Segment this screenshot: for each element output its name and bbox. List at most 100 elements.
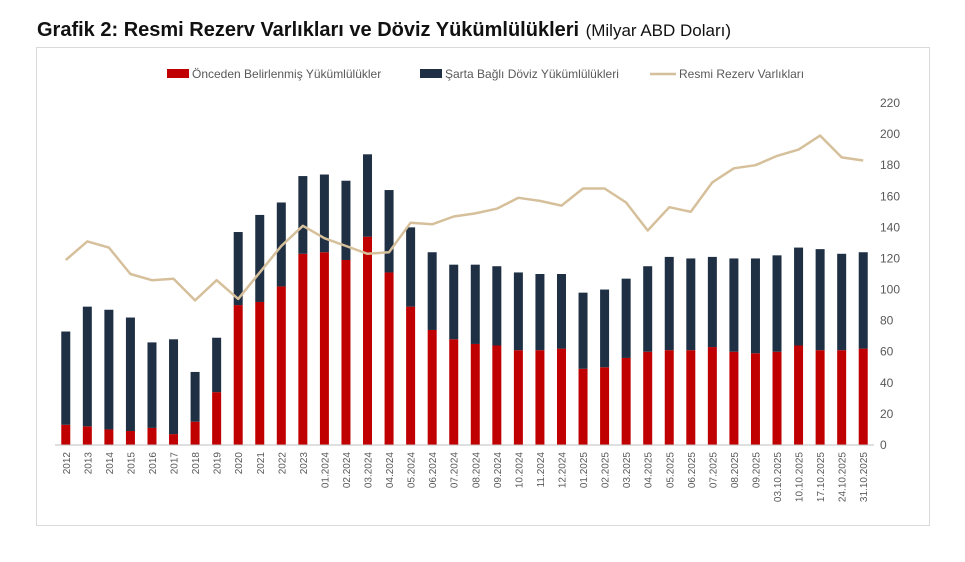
x-tick-12: 01.2024 bbox=[320, 452, 331, 489]
bar-contingent-37 bbox=[858, 252, 868, 349]
bar-contingent-36 bbox=[837, 253, 847, 351]
bar-predetermined-15 bbox=[384, 272, 394, 445]
x-tick-11: 2023 bbox=[299, 452, 310, 475]
bar-contingent-13 bbox=[341, 180, 351, 261]
x-tick-20: 09.2024 bbox=[493, 452, 504, 489]
x-tick-31: 08.2025 bbox=[730, 452, 741, 489]
bar-contingent-15 bbox=[384, 190, 394, 273]
bar-predetermined-25 bbox=[600, 367, 610, 445]
bar-predetermined-30 bbox=[707, 347, 717, 445]
bar-contingent-33 bbox=[772, 255, 782, 352]
x-tick-2: 2014 bbox=[105, 452, 116, 475]
bar-predetermined-4 bbox=[147, 427, 157, 445]
x-tick-0: 2012 bbox=[62, 452, 73, 475]
bar-predetermined-6 bbox=[190, 421, 200, 445]
bar-contingent-30 bbox=[707, 256, 717, 348]
bar-contingent-16 bbox=[406, 227, 416, 307]
bar-contingent-28 bbox=[664, 256, 674, 351]
bar-predetermined-2 bbox=[104, 429, 114, 445]
x-tick-10: 2022 bbox=[277, 452, 288, 475]
bar-contingent-27 bbox=[643, 266, 653, 352]
bar-contingent-12 bbox=[319, 174, 329, 253]
chart-title-main: Grafik 2: Resmi Rezerv Varlıkları ve Döv… bbox=[37, 19, 580, 41]
bar-predetermined-9 bbox=[255, 301, 265, 445]
y-tick-80: 80 bbox=[880, 314, 894, 328]
y-tick-20: 20 bbox=[880, 407, 894, 421]
bar-contingent-6 bbox=[190, 371, 200, 422]
legend-swatch-contingent bbox=[420, 69, 442, 78]
bar-contingent-22 bbox=[535, 274, 545, 351]
x-tick-33: 03.10.2025 bbox=[773, 452, 784, 502]
bar-predetermined-24 bbox=[578, 368, 588, 445]
bar-predetermined-22 bbox=[535, 350, 545, 445]
bar-predetermined-36 bbox=[837, 350, 847, 445]
bar-contingent-24 bbox=[578, 292, 588, 369]
legend-swatch-predetermined bbox=[167, 69, 189, 78]
line-reserve-assets bbox=[64, 134, 864, 302]
bar-contingent-31 bbox=[729, 258, 739, 352]
x-tick-5: 2017 bbox=[170, 452, 181, 475]
bar-contingent-1 bbox=[82, 306, 92, 427]
x-tick-14: 03.2024 bbox=[364, 452, 375, 489]
x-tick-8: 2020 bbox=[234, 452, 245, 475]
y-tick-60: 60 bbox=[880, 345, 894, 359]
bar-predetermined-16 bbox=[406, 306, 416, 445]
bar-contingent-34 bbox=[794, 247, 804, 346]
chart-frame bbox=[36, 47, 930, 526]
bar-predetermined-11 bbox=[298, 253, 308, 445]
bar-predetermined-14 bbox=[363, 236, 373, 445]
bar-predetermined-34 bbox=[794, 345, 804, 445]
bar-contingent-2 bbox=[104, 309, 114, 430]
bar-predetermined-29 bbox=[686, 350, 696, 445]
chart-title: Grafik 2: Resmi Rezerv Varlıkları ve Döv… bbox=[37, 19, 731, 42]
bar-predetermined-1 bbox=[82, 426, 92, 445]
bar-contingent-9 bbox=[255, 214, 265, 302]
bar-predetermined-31 bbox=[729, 351, 739, 445]
bar-predetermined-26 bbox=[621, 357, 631, 445]
x-tick-25: 02.2025 bbox=[601, 452, 612, 489]
line-series-group bbox=[64, 134, 864, 302]
bar-series-group bbox=[61, 154, 868, 445]
y-tick-200: 200 bbox=[880, 127, 900, 141]
bar-predetermined-17 bbox=[427, 329, 437, 445]
bar-contingent-23 bbox=[556, 274, 566, 349]
chart-legend: Önceden Belirlenmiş Yükümlülükler Şarta B… bbox=[167, 67, 804, 81]
x-tick-29: 06.2025 bbox=[687, 452, 698, 489]
bar-contingent-4 bbox=[147, 342, 157, 428]
bar-contingent-8 bbox=[233, 232, 243, 306]
bar-contingent-19 bbox=[470, 264, 480, 344]
bar-predetermined-5 bbox=[169, 434, 179, 445]
bar-predetermined-13 bbox=[341, 260, 351, 445]
bar-predetermined-21 bbox=[513, 350, 523, 445]
x-tick-1: 2013 bbox=[83, 452, 94, 475]
bar-contingent-17 bbox=[427, 252, 437, 330]
bar-predetermined-19 bbox=[470, 343, 480, 445]
bar-predetermined-32 bbox=[750, 353, 760, 445]
x-tick-37: 31.10.2025 bbox=[859, 452, 870, 502]
bar-contingent-3 bbox=[125, 317, 135, 432]
x-tick-3: 2015 bbox=[126, 452, 137, 475]
axes-group: 0 20 40 60 80 100 120 140 160 180 200 220 2012 2013 20… bbox=[55, 96, 900, 502]
x-tick-21: 10.2024 bbox=[514, 452, 525, 489]
x-tick-6: 2018 bbox=[191, 452, 202, 475]
x-tick-15: 04.2024 bbox=[385, 452, 396, 489]
y-tick-100: 100 bbox=[880, 283, 900, 297]
bar-contingent-20 bbox=[492, 266, 502, 346]
bar-contingent-32 bbox=[750, 258, 760, 354]
chart-title-unit: (Milyar ABD Doları) bbox=[585, 21, 732, 40]
x-tick-13: 02.2024 bbox=[342, 452, 353, 489]
bar-predetermined-7 bbox=[212, 392, 222, 445]
bar-contingent-5 bbox=[169, 339, 179, 435]
legend-label-predetermined: Önceden Belirlenmiş Yükümlülükler bbox=[192, 67, 381, 81]
x-tick-35: 17.10.2025 bbox=[816, 452, 827, 502]
bar-contingent-25 bbox=[600, 289, 610, 368]
bar-predetermined-10 bbox=[276, 286, 286, 445]
x-tick-27: 04.2025 bbox=[644, 452, 655, 489]
x-tick-34: 10.10.2025 bbox=[795, 452, 806, 502]
bar-contingent-0 bbox=[61, 331, 71, 425]
bar-contingent-11 bbox=[298, 176, 308, 254]
x-tick-19: 08.2024 bbox=[471, 452, 482, 489]
bar-predetermined-33 bbox=[772, 351, 782, 445]
bar-predetermined-20 bbox=[492, 345, 502, 445]
